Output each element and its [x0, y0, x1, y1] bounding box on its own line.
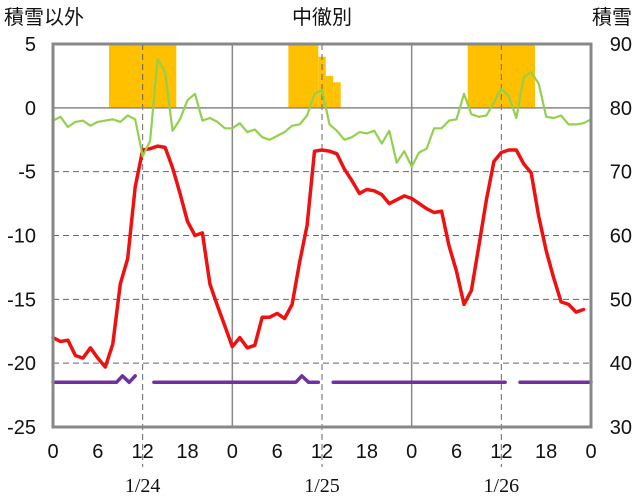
x-tick-3: 18: [176, 441, 198, 463]
header-left: 積雪以外: [4, 5, 84, 29]
x-tick-4: 0: [227, 441, 238, 463]
y-right-tick-4: 50: [610, 289, 632, 311]
sunshine-bar-4: [333, 82, 341, 108]
x-tick-10: 12: [490, 441, 512, 463]
y-left-tick-6: -25: [7, 417, 36, 439]
x-tick-11: 18: [535, 441, 557, 463]
y-left-tick-3: -10: [7, 226, 36, 248]
x-tick-2: 12: [132, 441, 154, 463]
plot-frame: [51, 42, 593, 429]
y-right-tick-6: 30: [610, 417, 632, 439]
y-right-tick-2: 70: [610, 162, 632, 184]
x-tick-9: 6: [451, 441, 462, 463]
x-tick-5: 6: [272, 441, 283, 463]
y-right-tick-1: 80: [610, 98, 632, 120]
y-left-tick-1: 0: [25, 98, 36, 120]
y-right-tick-0: 90: [610, 34, 632, 56]
x-tick-12: 0: [585, 441, 596, 463]
sunshine-bar-2: [318, 56, 326, 108]
header-center: 中徹別: [292, 5, 352, 29]
series-line-1: [51, 58, 593, 168]
x-tick-8: 0: [406, 441, 417, 463]
series-lines: [51, 58, 593, 385]
y-right-tick-5: 40: [610, 353, 632, 375]
grid-lines: [53, 44, 591, 467]
y-left-tick-0: 5: [25, 34, 36, 56]
series-2-segment-1: [152, 374, 321, 385]
x-tick-6: 12: [311, 441, 333, 463]
y-left-tick-2: -5: [18, 162, 36, 184]
y-left-tick-4: -15: [7, 289, 36, 311]
series-2-segment-0: [51, 374, 137, 385]
plot-border: [51, 42, 593, 429]
header-right: 積雪: [592, 5, 632, 29]
series-line-0: [51, 144, 586, 369]
x-tick-7: 18: [356, 441, 378, 463]
y-right-tick-3: 60: [610, 226, 632, 248]
day-label-1: 1/25: [304, 475, 340, 497]
x-tick-0: 0: [47, 441, 58, 463]
day-label-0: 1/24: [125, 475, 161, 497]
day-label-2: 1/26: [484, 475, 520, 497]
x-tick-1: 6: [92, 441, 103, 463]
sunshine-bar-3: [325, 75, 334, 108]
y-left-tick-5: -20: [7, 353, 36, 375]
